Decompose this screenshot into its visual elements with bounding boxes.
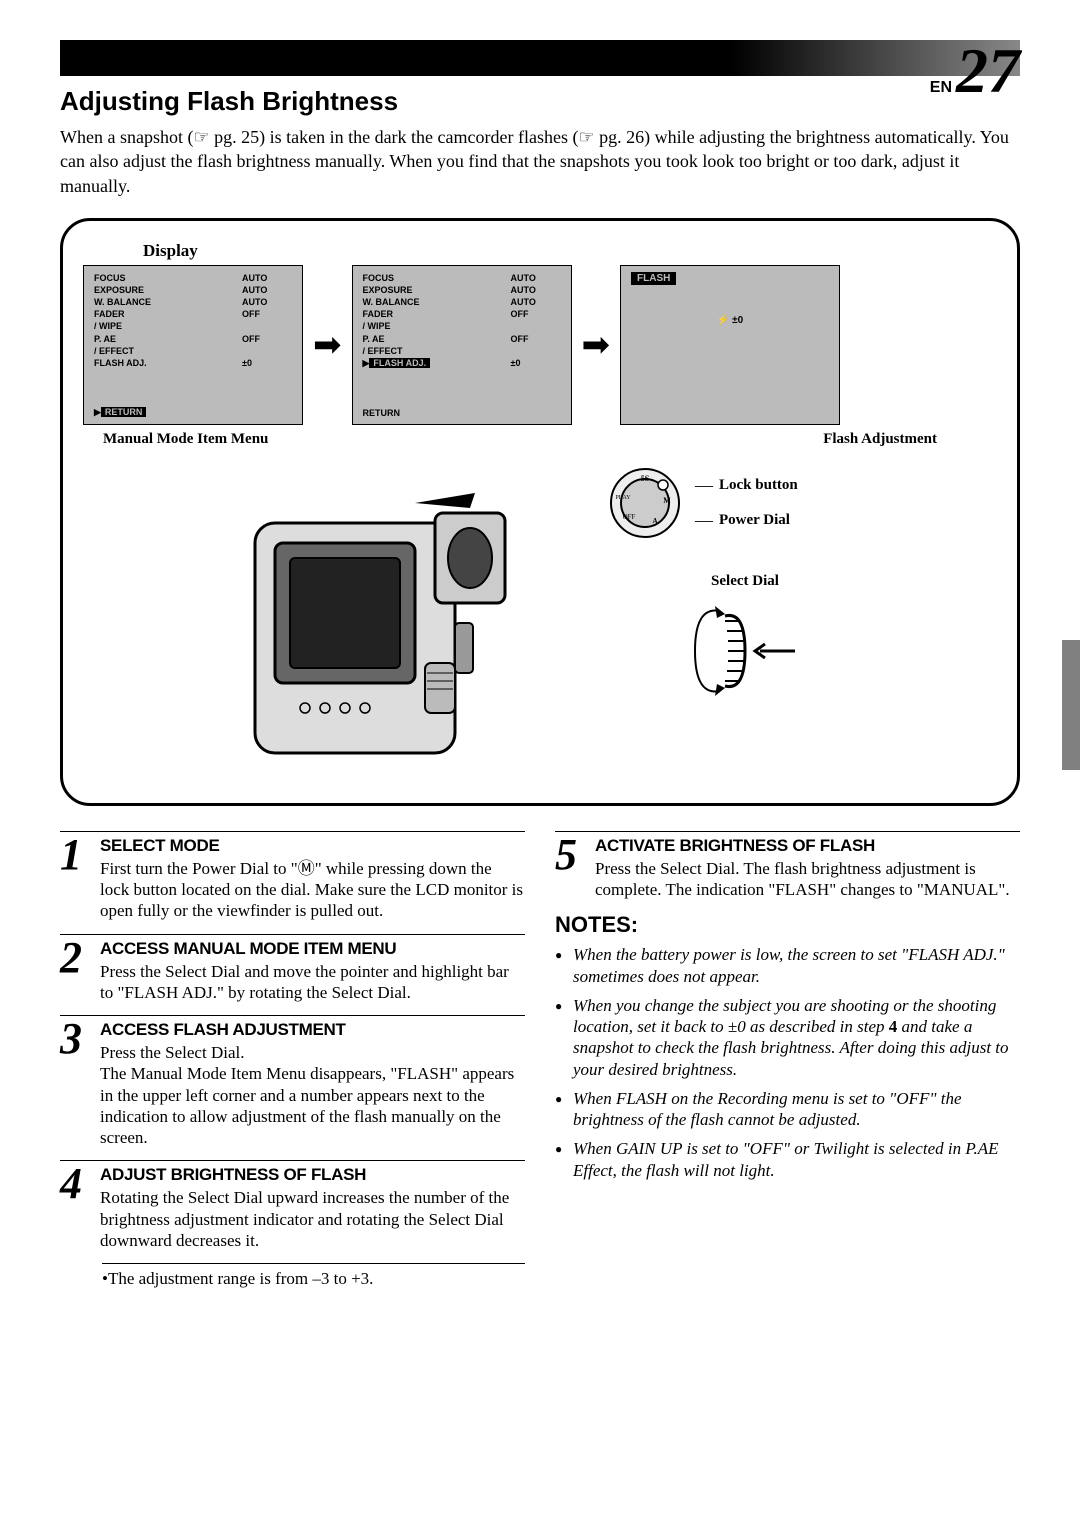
step-number: 1 [60,836,100,922]
step-text: First turn the Power Dial to "Ⓜ" while p… [100,858,525,922]
menu-line: FOCUSAUTO [363,272,561,284]
flash-title: FLASH [631,272,676,285]
side-tab [1062,640,1080,770]
lock-button-label: Lock button [719,477,798,494]
arrow-right-icon: ➡ [313,325,342,365]
camcorder-icon [195,463,575,783]
step-title: ACTIVATE BRIGHTNESS OF FLASH [595,836,1020,856]
step-title: SELECT MODE [100,836,525,856]
device-area: 5S M A OFF PLAY — Lock button — Pow [83,463,997,783]
note-item: When FLASH on the Recording menu is set … [555,1088,1020,1131]
flash-value: ⚡ ±0 [631,315,829,326]
step-3: 3 ACCESS FLASH ADJUSTMENT Press the Sele… [60,1015,525,1148]
menu-line: / EFFECT [363,345,561,357]
step-number: 3 [60,1020,100,1148]
svg-text:5S: 5S [641,474,650,483]
menu-line: P. AEOFF [363,333,561,345]
menu-line: W. BALANCEAUTO [94,296,292,308]
select-dial-label: Select Dial [605,573,885,590]
display-label: Display [143,241,997,261]
note-item: When GAIN UP is set to "OFF" or Twilight… [555,1138,1020,1181]
menu-line: EXPOSUREAUTO [363,284,561,296]
step-2: 2 ACCESS MANUAL MODE ITEM MENU Press the… [60,934,525,1004]
range-note: •The adjustment range is from –3 to +3. [102,1263,525,1289]
step-text: Press the Select Dial and move the point… [100,961,525,1004]
note-item: When you change the subject you are shoo… [555,995,1020,1080]
page-number: 27 [956,34,1020,108]
dial-area: 5S M A OFF PLAY — Lock button — Pow [605,463,885,706]
step-text: Rotating the Select Dial upward increase… [100,1187,525,1251]
right-column: 5 ACTIVATE BRIGHTNESS OF FLASH Press the… [555,831,1020,1300]
step-number: 5 [555,836,595,901]
menu-line: EXPOSUREAUTO [94,284,292,296]
svg-text:M: M [663,496,671,505]
svg-text:A: A [652,517,657,525]
menu-screens-row: FOCUSAUTOEXPOSUREAUTOW. BALANCEAUTOFADER… [83,265,997,425]
notes-heading: NOTES: [555,912,1020,938]
arrow-right-icon: ➡ [582,325,611,365]
menu-line: FADEROFF [363,308,561,320]
menu-line: ▶FLASH ADJ.±0 [363,357,561,369]
step-text: Press the Select Dial. The Manual Mode I… [100,1042,525,1148]
menu-screen-1: FOCUSAUTOEXPOSUREAUTOW. BALANCEAUTOFADER… [83,265,303,425]
menu-line: FLASH ADJ.±0 [94,357,292,369]
flash-screen: FLASH ⚡ ±0 [620,265,840,425]
diagram-container: Display FOCUSAUTOEXPOSUREAUTOW. BALANCEA… [60,218,1020,806]
caption-manual-menu: Manual Mode Item Menu [103,431,268,448]
caption-row: Manual Mode Item Menu Flash Adjustment [83,431,997,448]
header-bar: EN 27 [60,40,1020,76]
step-title: ACCESS MANUAL MODE ITEM MENU [100,939,525,959]
step-number: 4 [60,1165,100,1251]
intro-paragraph: When a snapshot (☞ pg. 25) is taken in t… [60,125,1020,198]
step-5: 5 ACTIVATE BRIGHTNESS OF FLASH Press the… [555,831,1020,901]
steps-columns: 1 SELECT MODE First turn the Power Dial … [60,831,1020,1300]
power-dial-label: Power Dial [719,512,790,529]
menu-line: / WIPE [363,320,561,332]
menu-line: P. AEOFF [94,333,292,345]
caption-flash-adj: Flash Adjustment [823,431,937,448]
menu-line: / WIPE [94,320,292,332]
camcorder-drawing [195,463,575,783]
select-dial-icon [675,596,815,706]
menu-screen-2: FOCUSAUTOEXPOSUREAUTOW. BALANCEAUTOFADER… [352,265,572,425]
svg-text:PLAY: PLAY [615,495,631,501]
notes-list: When the battery power is low, the scree… [555,944,1020,1181]
menu-return: ▶RETURN [94,407,146,418]
left-column: 1 SELECT MODE First turn the Power Dial … [60,831,525,1300]
lang-label: EN [930,79,952,97]
step-title: ACCESS FLASH ADJUSTMENT [100,1020,525,1040]
note-item: When the battery power is low, the scree… [555,944,1020,987]
menu-line: FOCUSAUTO [94,272,292,284]
page-title: Adjusting Flash Brightness [60,86,1020,117]
page-number-box: EN 27 [930,34,1020,108]
power-dial-icon: 5S M A OFF PLAY [605,463,685,543]
step-1: 1 SELECT MODE First turn the Power Dial … [60,831,525,922]
menu-line: W. BALANCEAUTO [363,296,561,308]
menu-line: FADEROFF [94,308,292,320]
menu-return: RETURN [363,408,401,418]
menu-line: / EFFECT [94,345,292,357]
step-text: Press the Select Dial. The flash brightn… [595,858,1020,901]
step-4: 4 ADJUST BRIGHTNESS OF FLASH Rotating th… [60,1160,525,1251]
svg-text:OFF: OFF [623,513,636,521]
step-number: 2 [60,939,100,1004]
step-title: ADJUST BRIGHTNESS OF FLASH [100,1165,525,1185]
